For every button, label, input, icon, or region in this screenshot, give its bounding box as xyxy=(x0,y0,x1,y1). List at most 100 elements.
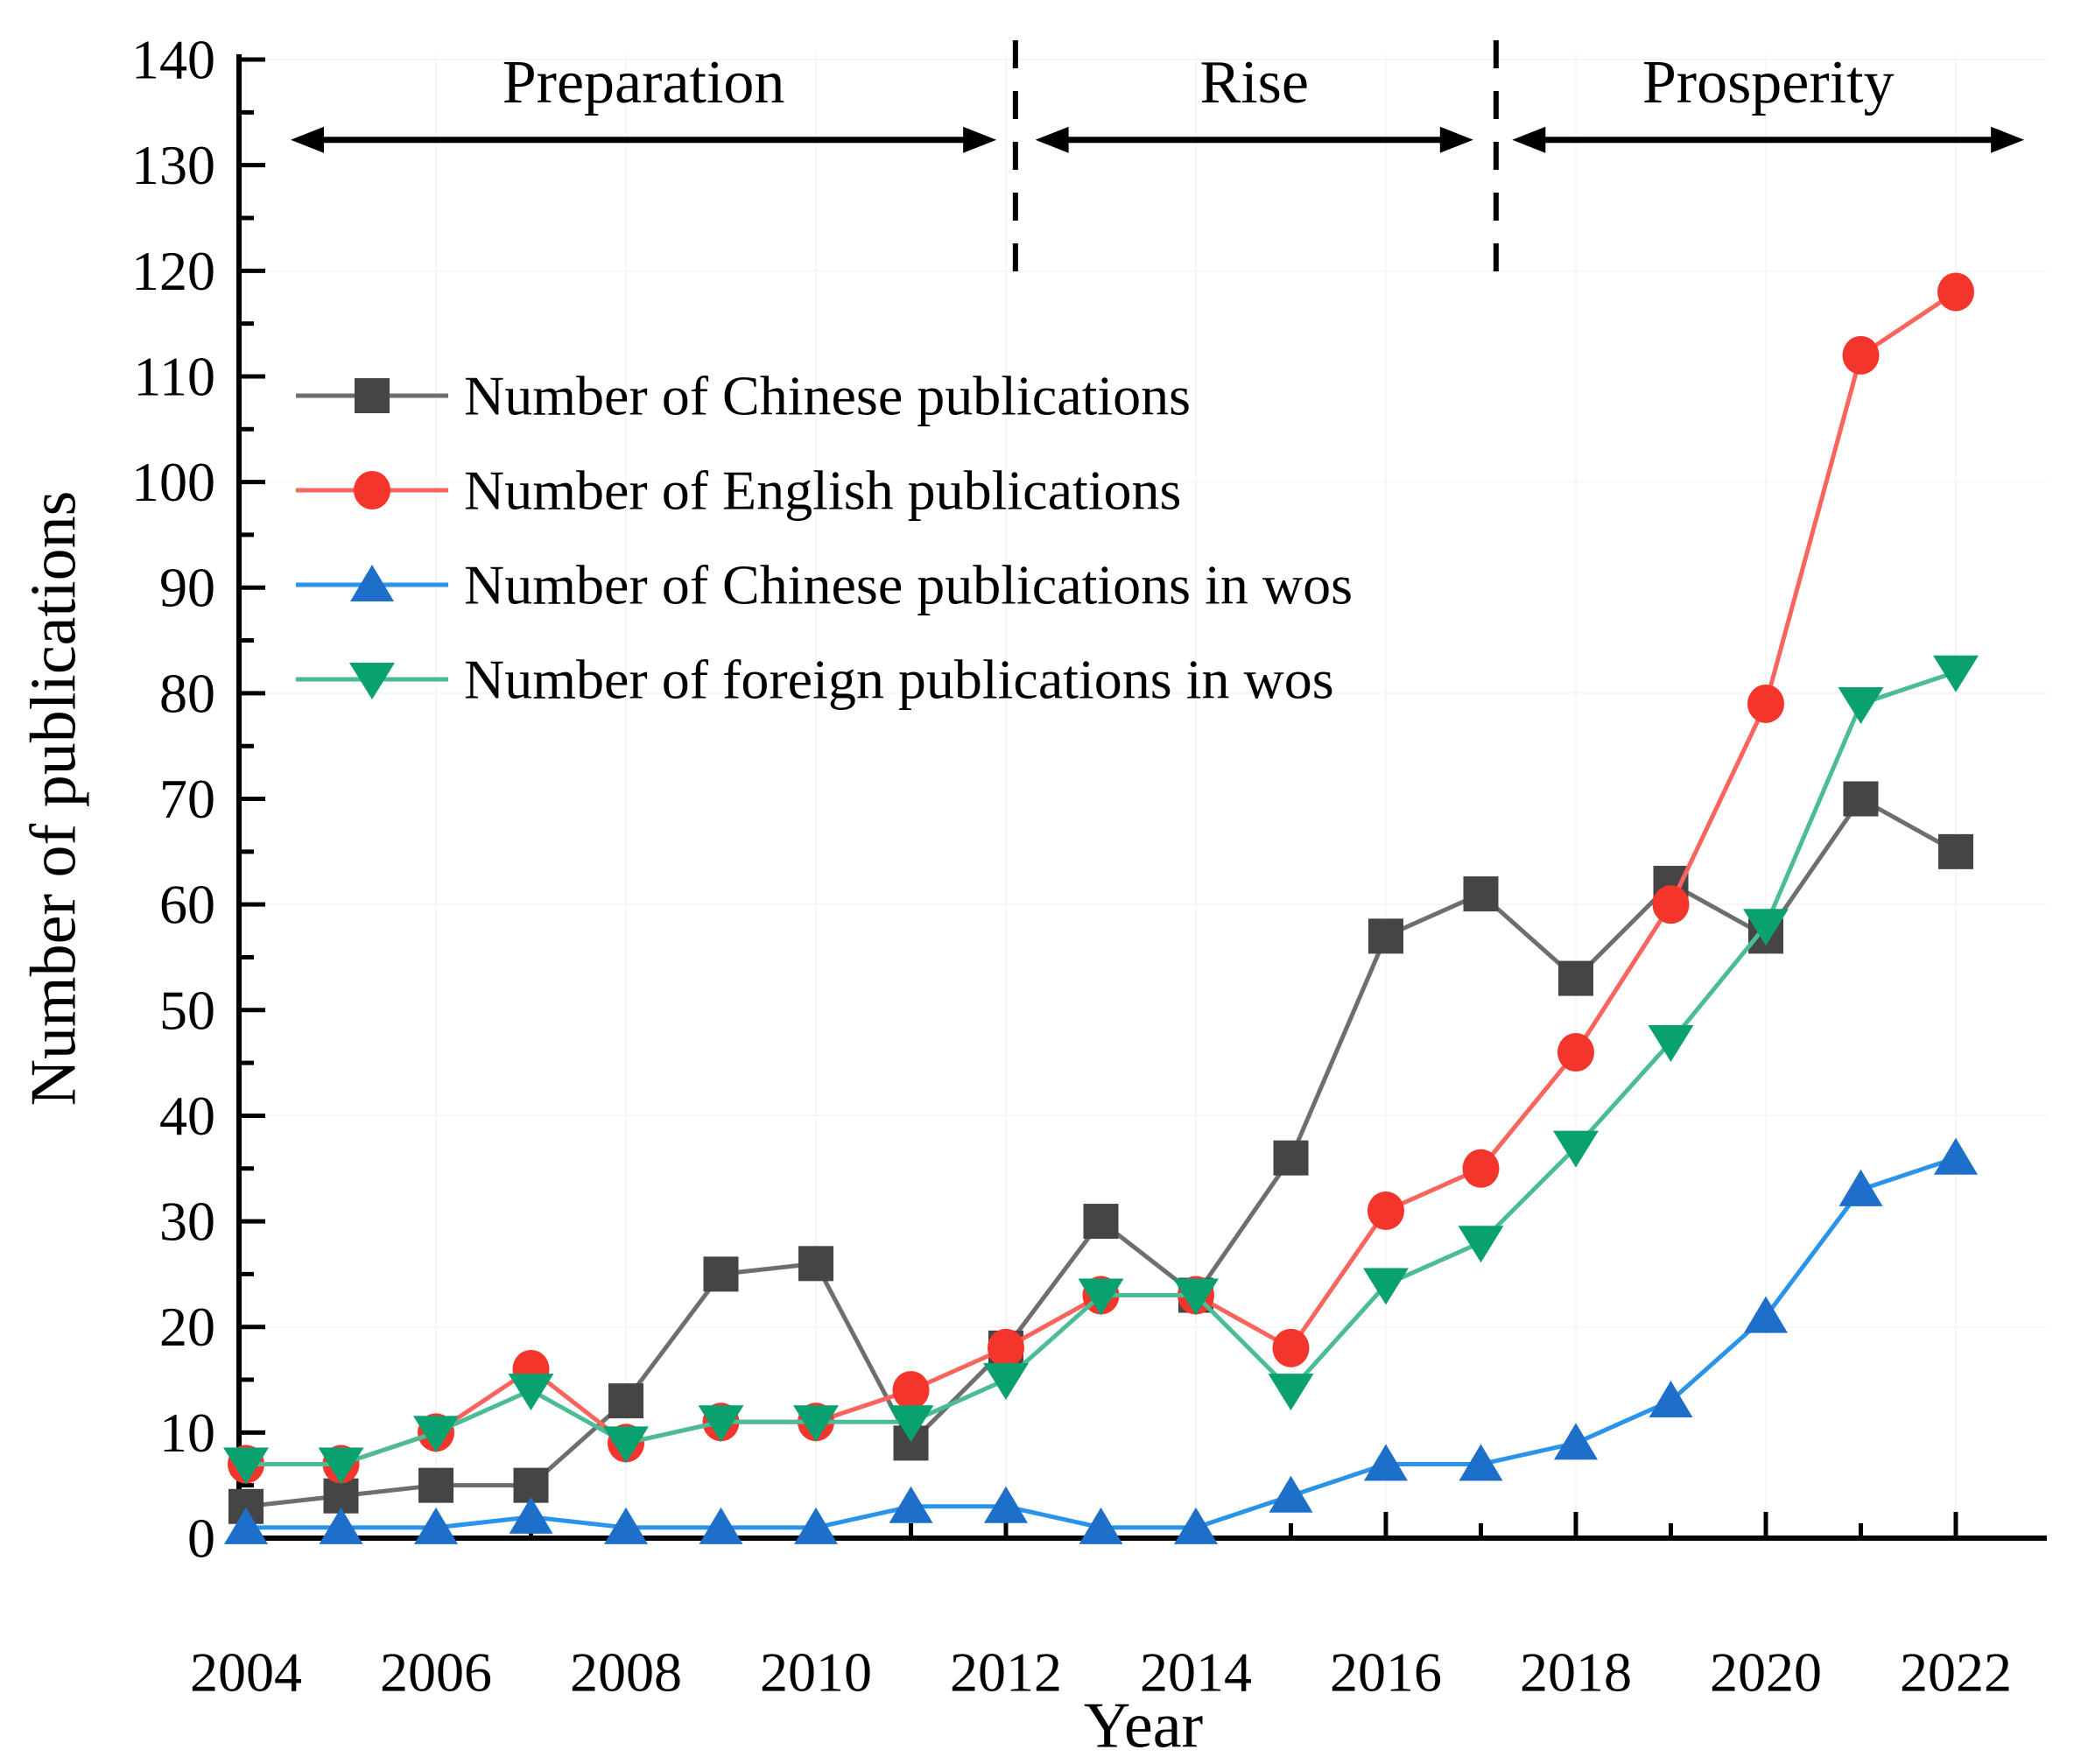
data-point-number-of-chinese-publications xyxy=(703,1256,739,1292)
data-point-number-of-foreign-publications-in-wos xyxy=(603,1426,649,1464)
data-point-number-of-chinese-publications xyxy=(608,1383,643,1419)
data-point-number-of-foreign-publications-in-wos xyxy=(1743,909,1789,946)
data-point-number-of-chinese-publications-in-wos xyxy=(1744,1296,1788,1333)
data-point-number-of-chinese-publications-in-wos xyxy=(1269,1475,1313,1513)
y-axis-tick-label: 60 xyxy=(159,874,215,936)
data-point-number-of-foreign-publications-in-wos xyxy=(1268,1374,1314,1411)
x-axis-tick-label: 2004 xyxy=(190,1641,302,1704)
legend-triangle-down-icon xyxy=(349,663,395,699)
data-point-number-of-chinese-publications xyxy=(1843,781,1879,817)
legend-triangle-up-icon xyxy=(350,565,394,601)
data-point-number-of-foreign-publications-in-wos xyxy=(1933,655,1979,692)
phase-label-preparation: Preparation xyxy=(503,49,785,116)
data-point-number-of-foreign-publications-in-wos xyxy=(1078,1278,1124,1316)
y-axis-tick-label: 30 xyxy=(159,1191,215,1253)
y-axis-tick-label: 50 xyxy=(159,979,215,1041)
y-axis-tick-label: 0 xyxy=(187,1507,215,1570)
legend-label-number-of-chinese-publications-in-wos: Number of Chinese publications in wos xyxy=(464,554,1353,616)
data-point-number-of-english-publications xyxy=(1747,684,1784,723)
y-axis-tick-label: 100 xyxy=(131,451,215,513)
y-axis-tick-label: 130 xyxy=(131,134,215,196)
data-point-number-of-english-publications xyxy=(1462,1149,1500,1188)
data-point-number-of-chinese-publications-in-wos xyxy=(1838,1169,1883,1206)
data-point-number-of-foreign-publications-in-wos xyxy=(1363,1268,1409,1305)
phase-label-rise: Rise xyxy=(1200,49,1309,116)
data-point-number-of-chinese-publications-in-wos xyxy=(984,1486,1028,1523)
data-point-number-of-chinese-publications-in-wos xyxy=(1079,1507,1123,1544)
x-axis-tick-label: 2014 xyxy=(1140,1641,1252,1704)
data-point-number-of-chinese-publications-in-wos xyxy=(509,1496,553,1534)
data-point-number-of-chinese-publications xyxy=(1368,918,1403,954)
y-axis-tick-label: 20 xyxy=(159,1296,215,1358)
data-point-number-of-english-publications xyxy=(1367,1191,1404,1231)
data-point-number-of-foreign-publications-in-wos xyxy=(1648,1024,1694,1062)
data-point-number-of-chinese-publications xyxy=(1938,833,1973,869)
data-point-number-of-foreign-publications-in-wos xyxy=(1173,1278,1219,1316)
data-point-number-of-chinese-publications-in-wos xyxy=(889,1486,933,1523)
data-point-number-of-chinese-publications-in-wos xyxy=(604,1507,648,1544)
y-axis-tick-label: 70 xyxy=(159,768,215,830)
x-axis-tick-label: 2022 xyxy=(1900,1641,2012,1704)
phase-arrowhead-left-icon xyxy=(1512,126,1546,153)
x-axis-tick-label: 2010 xyxy=(760,1641,872,1704)
legend-square-icon xyxy=(355,378,390,413)
data-point-number-of-foreign-publications-in-wos xyxy=(888,1405,934,1443)
data-point-number-of-chinese-publications-in-wos xyxy=(1934,1137,1978,1175)
x-axis-tick-label: 2006 xyxy=(380,1641,492,1704)
y-axis-title: Number of publications xyxy=(18,490,90,1107)
data-point-number-of-foreign-publications-in-wos xyxy=(413,1416,459,1453)
data-point-number-of-chinese-publications-in-wos xyxy=(224,1507,268,1544)
data-point-number-of-english-publications xyxy=(1272,1328,1310,1367)
data-point-number-of-chinese-publications-in-wos xyxy=(1174,1507,1218,1544)
data-point-number-of-chinese-publications xyxy=(798,1246,833,1282)
data-point-number-of-chinese-publications xyxy=(1558,960,1593,996)
data-point-number-of-foreign-publications-in-wos xyxy=(1838,686,1884,724)
data-point-number-of-chinese-publications xyxy=(1273,1140,1309,1176)
data-point-number-of-foreign-publications-in-wos xyxy=(1553,1130,1599,1168)
data-point-number-of-english-publications xyxy=(1937,272,1974,312)
legend-label-number-of-foreign-publications-in-wos: Number of foreign publications in wos xyxy=(464,649,1334,711)
data-point-number-of-foreign-publications-in-wos xyxy=(318,1447,364,1485)
x-axis-tick-label: 2018 xyxy=(1520,1641,1632,1704)
data-point-number-of-foreign-publications-in-wos xyxy=(698,1405,744,1443)
data-point-number-of-english-publications xyxy=(1557,1033,1594,1072)
data-point-number-of-foreign-publications-in-wos xyxy=(1458,1226,1504,1263)
y-axis-tick-label: 110 xyxy=(133,345,215,407)
x-axis-tick-label: 2016 xyxy=(1330,1641,1442,1704)
x-axis-tick-label: 2008 xyxy=(570,1641,682,1704)
data-point-number-of-chinese-publications-in-wos xyxy=(1554,1423,1598,1460)
legend-label-number-of-english-publications: Number of English publications xyxy=(464,460,1181,522)
phase-arrowhead-left-icon xyxy=(290,126,324,153)
phase-label-prosperity: Prosperity xyxy=(1642,49,1895,116)
y-axis-tick-label: 40 xyxy=(159,1085,215,1147)
data-point-number-of-chinese-publications xyxy=(1083,1204,1119,1240)
data-point-number-of-chinese-publications xyxy=(418,1467,453,1503)
data-point-number-of-chinese-publications-in-wos xyxy=(1649,1381,1693,1418)
phase-arrowhead-left-icon xyxy=(1035,126,1069,153)
series-line-number-of-foreign-publications-in-wos xyxy=(246,670,1957,1467)
y-axis-tick-label: 90 xyxy=(159,557,215,619)
data-point-number-of-english-publications xyxy=(892,1371,930,1410)
legend-label-number-of-chinese-publications: Number of Chinese publications xyxy=(464,365,1191,427)
y-axis-tick-label: 80 xyxy=(159,662,215,724)
data-point-number-of-foreign-publications-in-wos xyxy=(223,1447,269,1485)
data-point-number-of-chinese-publications-in-wos xyxy=(414,1507,458,1544)
data-point-number-of-english-publications xyxy=(1652,885,1690,924)
phase-arrowhead-right-icon xyxy=(1991,126,2025,153)
x-axis-tick-label: 2012 xyxy=(950,1641,1062,1704)
data-point-number-of-chinese-publications-in-wos xyxy=(1364,1444,1408,1481)
legend-circle-icon xyxy=(354,471,390,510)
data-point-number-of-chinese-publications-in-wos xyxy=(319,1507,363,1544)
x-axis-tick-label: 2020 xyxy=(1710,1641,1822,1704)
data-point-number-of-foreign-publications-in-wos xyxy=(793,1405,839,1443)
x-axis-title: Year xyxy=(1083,1690,1204,1762)
data-point-number-of-foreign-publications-in-wos xyxy=(983,1363,1029,1401)
data-point-number-of-chinese-publications-in-wos xyxy=(794,1507,838,1544)
phase-arrowhead-right-icon xyxy=(1439,126,1473,153)
y-axis-tick-label: 140 xyxy=(131,29,215,91)
y-axis-tick-label: 120 xyxy=(131,240,215,302)
data-point-number-of-chinese-publications-in-wos xyxy=(1459,1444,1503,1481)
data-point-number-of-english-publications xyxy=(988,1328,1024,1367)
